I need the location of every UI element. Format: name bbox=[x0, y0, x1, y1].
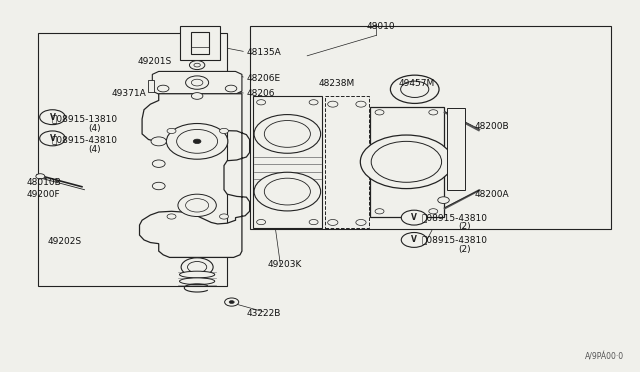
Circle shape bbox=[191, 79, 203, 86]
Circle shape bbox=[229, 301, 234, 304]
Circle shape bbox=[188, 262, 207, 273]
Circle shape bbox=[40, 131, 65, 146]
Circle shape bbox=[192, 81, 202, 87]
Circle shape bbox=[151, 137, 166, 146]
Text: Ⓥ08915-13810: Ⓥ08915-13810 bbox=[51, 115, 117, 124]
Circle shape bbox=[309, 219, 318, 225]
Circle shape bbox=[401, 232, 427, 247]
Bar bbox=[38, 33, 227, 286]
Text: 48010B: 48010B bbox=[27, 178, 61, 187]
Ellipse shape bbox=[179, 271, 215, 278]
Text: 48200B: 48200B bbox=[475, 122, 509, 131]
Circle shape bbox=[309, 100, 318, 105]
Circle shape bbox=[194, 63, 200, 67]
Circle shape bbox=[167, 128, 176, 134]
Circle shape bbox=[220, 128, 228, 134]
Text: 49203K: 49203K bbox=[268, 260, 302, 269]
Text: (4): (4) bbox=[88, 145, 101, 154]
Text: (4): (4) bbox=[88, 124, 101, 133]
Text: 49202S: 49202S bbox=[48, 237, 82, 246]
Circle shape bbox=[328, 219, 338, 225]
Circle shape bbox=[264, 121, 310, 147]
Circle shape bbox=[257, 100, 266, 105]
Circle shape bbox=[390, 75, 439, 103]
Circle shape bbox=[186, 76, 209, 89]
Text: 48206: 48206 bbox=[246, 89, 275, 98]
Text: 49200F: 49200F bbox=[27, 190, 61, 199]
Circle shape bbox=[371, 141, 442, 182]
Circle shape bbox=[167, 214, 176, 219]
Text: V: V bbox=[49, 113, 56, 122]
Circle shape bbox=[264, 178, 310, 205]
Circle shape bbox=[178, 194, 216, 217]
Text: 48200A: 48200A bbox=[475, 190, 509, 199]
Text: 43222B: 43222B bbox=[246, 309, 281, 318]
Circle shape bbox=[189, 61, 205, 70]
Circle shape bbox=[438, 197, 449, 203]
Circle shape bbox=[328, 101, 338, 107]
Bar bbox=[447, 108, 465, 190]
Text: V: V bbox=[411, 235, 417, 244]
Text: 48206E: 48206E bbox=[246, 74, 280, 83]
Circle shape bbox=[254, 172, 321, 211]
Text: 49201S: 49201S bbox=[138, 57, 172, 66]
Circle shape bbox=[356, 219, 366, 225]
Text: 48238M: 48238M bbox=[319, 79, 355, 88]
Bar bbox=[370, 107, 444, 217]
Circle shape bbox=[220, 214, 228, 219]
Circle shape bbox=[225, 85, 237, 92]
Text: (2): (2) bbox=[458, 222, 471, 231]
Circle shape bbox=[191, 93, 203, 99]
Text: V: V bbox=[411, 213, 417, 222]
Circle shape bbox=[375, 209, 384, 214]
Bar bbox=[325, 96, 369, 228]
Circle shape bbox=[152, 182, 165, 190]
Text: 49371A: 49371A bbox=[112, 89, 147, 98]
Text: Ⓥ08915-43810: Ⓥ08915-43810 bbox=[421, 213, 487, 222]
Text: (2): (2) bbox=[458, 245, 471, 254]
Text: Ⓥ08915-43810: Ⓥ08915-43810 bbox=[51, 136, 117, 145]
Circle shape bbox=[40, 110, 65, 125]
Text: 48135A: 48135A bbox=[246, 48, 281, 57]
Circle shape bbox=[181, 258, 213, 276]
Circle shape bbox=[225, 298, 239, 306]
Circle shape bbox=[401, 81, 429, 97]
Circle shape bbox=[166, 124, 228, 159]
Circle shape bbox=[257, 219, 266, 225]
Circle shape bbox=[36, 174, 45, 179]
Circle shape bbox=[186, 199, 209, 212]
Ellipse shape bbox=[179, 278, 215, 285]
Bar bbox=[250, 26, 611, 229]
Bar bbox=[253, 96, 322, 228]
Circle shape bbox=[429, 110, 438, 115]
Circle shape bbox=[375, 110, 384, 115]
Circle shape bbox=[193, 139, 201, 144]
Text: 48010: 48010 bbox=[366, 22, 395, 31]
Circle shape bbox=[356, 101, 366, 107]
Circle shape bbox=[157, 85, 169, 92]
Polygon shape bbox=[152, 71, 242, 94]
Text: 49457M: 49457M bbox=[398, 79, 435, 88]
Circle shape bbox=[152, 160, 165, 167]
Text: V: V bbox=[49, 134, 56, 143]
Polygon shape bbox=[140, 94, 250, 257]
Circle shape bbox=[254, 115, 321, 153]
Circle shape bbox=[360, 135, 452, 189]
Bar bbox=[148, 80, 154, 92]
Circle shape bbox=[429, 209, 438, 214]
Text: Ⓥ08915-43810: Ⓥ08915-43810 bbox=[421, 235, 487, 244]
Circle shape bbox=[401, 210, 427, 225]
Bar bbox=[191, 32, 209, 54]
Text: A/9PÁ00·0: A/9PÁ00·0 bbox=[585, 353, 624, 362]
Circle shape bbox=[177, 129, 218, 153]
Bar bbox=[180, 26, 220, 60]
